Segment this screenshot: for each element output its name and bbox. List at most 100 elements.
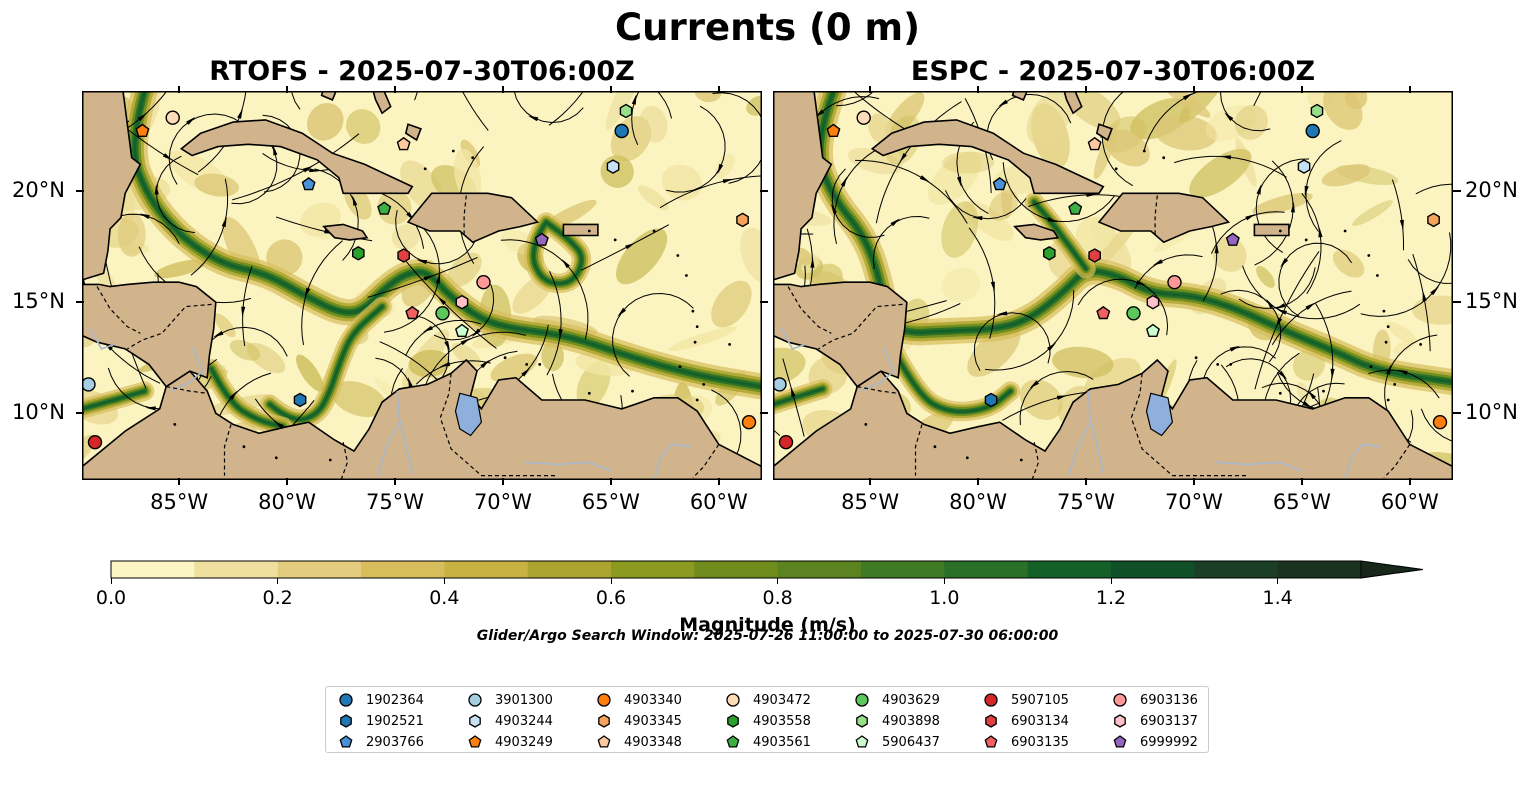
island-dot — [451, 149, 455, 153]
legend-marker — [1113, 693, 1127, 707]
platform-4903561 — [377, 201, 392, 215]
speed-patch — [605, 91, 642, 130]
island-dot — [538, 363, 542, 366]
streamline-arrow — [1422, 290, 1427, 302]
island-dot — [685, 274, 688, 277]
current-jet-band — [773, 387, 824, 406]
legend-item: 2903766 — [338, 732, 424, 752]
streamline-arrow — [471, 328, 481, 337]
island-dot — [1142, 149, 1146, 153]
streamline — [833, 150, 876, 245]
streamline — [968, 227, 996, 339]
colorbar-tick-label: 0.8 — [762, 587, 793, 609]
platform-5906437 — [454, 323, 469, 338]
streamline — [119, 213, 180, 245]
colorbar-label: Magnitude (m/s) — [679, 614, 856, 636]
streamline — [1143, 91, 1202, 152]
colorbar-bin — [1111, 561, 1195, 578]
small-islands — [864, 149, 1422, 462]
speed-patch — [868, 113, 892, 144]
legend-marker — [597, 693, 611, 707]
current-jet-band — [1033, 200, 1088, 270]
island-dot — [676, 254, 680, 257]
island-dot — [693, 340, 697, 344]
streamline-arrow — [899, 153, 907, 163]
colorbar-bin — [1027, 561, 1112, 578]
speed-patch — [1256, 265, 1275, 288]
x-tick-mark — [977, 478, 980, 485]
island-dot — [1322, 389, 1325, 393]
river — [1344, 443, 1382, 480]
island-dot — [525, 363, 529, 366]
platform-1902364 — [614, 123, 629, 139]
legend-label: 6903134 — [1011, 713, 1069, 729]
streamline — [383, 217, 440, 333]
streamline — [852, 91, 909, 132]
legend-marker-pentagon-icon — [468, 735, 482, 748]
legend-marker — [855, 693, 869, 707]
colorbar-tick-label: 0.4 — [429, 587, 460, 609]
island-dot — [587, 391, 591, 395]
current-jet-band — [818, 91, 1453, 384]
streamline-arrow — [1280, 258, 1289, 268]
platform-1902364 — [1305, 123, 1320, 139]
colorbar-bin — [277, 561, 362, 578]
streamline-arrow — [439, 362, 451, 367]
current-jet-band — [268, 305, 384, 421]
streamline-arrow — [137, 113, 148, 122]
legend-label: 4903348 — [624, 734, 682, 750]
legend-item: 1902521 — [338, 711, 424, 731]
speed-patch — [229, 339, 261, 361]
x-tick-mark — [977, 86, 980, 93]
speed-patch — [541, 341, 564, 372]
country-borders — [787, 195, 1411, 480]
y-tick-mark — [76, 412, 84, 415]
legend-marker-group — [339, 693, 353, 707]
platform-markers — [773, 103, 1448, 450]
legend-item: 6903135 — [983, 732, 1069, 752]
streamline-arrow — [186, 116, 196, 125]
speed-patch — [1386, 321, 1418, 345]
streamline-arrow — [162, 153, 173, 161]
current-jet-band — [210, 367, 284, 428]
island-dot — [242, 445, 246, 449]
colorbar-extend-arrow — [1360, 560, 1424, 579]
streamline — [500, 239, 589, 340]
island-dot — [965, 456, 969, 460]
island-dot — [613, 238, 617, 242]
y-tick-mark — [1453, 412, 1461, 415]
platform-4903558 — [352, 245, 365, 261]
streamline-arrow — [1224, 112, 1234, 122]
speed-patch — [194, 173, 239, 197]
land-cuba — [179, 119, 414, 195]
country-border — [857, 386, 899, 394]
land-yucatan — [82, 91, 142, 281]
x-tick-label: 85°W — [150, 490, 209, 514]
x-tick-label: 65°W — [1272, 490, 1331, 514]
land-masses — [82, 91, 762, 480]
platform-5906437 — [1145, 323, 1160, 338]
streamline-arrow — [561, 259, 570, 269]
streamline-arrow — [460, 338, 471, 346]
island-dot — [678, 365, 682, 368]
speed-patch — [1352, 200, 1393, 227]
platform-4903249 — [826, 123, 841, 137]
streamline — [659, 175, 762, 209]
streamline — [168, 113, 242, 185]
colorbar-tick-mark — [1110, 578, 1112, 584]
streamline-arrow — [521, 367, 531, 377]
streamline-arrow — [919, 175, 930, 183]
platform-3901300 — [773, 377, 787, 392]
streamline-arrow — [444, 340, 450, 352]
legend-marker-hexagon-icon — [598, 714, 610, 728]
legend-marker-group — [1113, 693, 1127, 707]
platform-6903136 — [476, 274, 491, 290]
island-dot — [274, 456, 278, 460]
legend-marker-hexagon-icon — [856, 714, 868, 728]
x-tick-label: 70°W — [473, 490, 532, 514]
land-bahamas1 — [320, 91, 337, 101]
legend-item: 4903558 — [725, 711, 811, 731]
map-panel-espc — [773, 91, 1453, 480]
river — [89, 328, 115, 350]
speed-patch — [941, 201, 979, 258]
